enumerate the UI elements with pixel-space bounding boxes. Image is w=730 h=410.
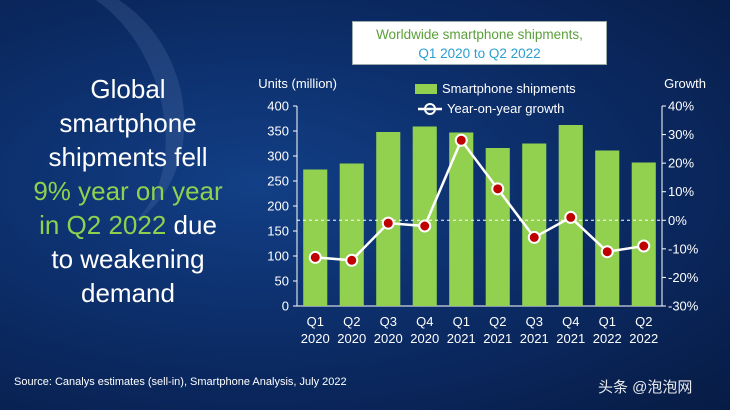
x-tick-label-quarter: Q1 xyxy=(453,314,470,329)
headline-highlight: 9% year on year xyxy=(33,176,223,206)
x-tick-label-year: 2021 xyxy=(447,331,476,346)
left-tick-label: 300 xyxy=(267,149,289,164)
headline-line: 9% year on year xyxy=(18,174,238,208)
x-tick-label-quarter: Q1 xyxy=(599,314,616,329)
x-tick-label-year: 2022 xyxy=(593,331,622,346)
left-tick-label: 100 xyxy=(267,249,289,264)
growth-point xyxy=(418,219,432,233)
growth-point xyxy=(564,210,578,224)
chart-title-box: Worldwide smartphone shipments, Q1 2020 … xyxy=(352,21,607,65)
x-tick-label-year: 2020 xyxy=(410,331,439,346)
legend-bar-swatch xyxy=(415,84,437,94)
left-tick-label: 150 xyxy=(267,224,289,239)
headline-line: to weakening xyxy=(51,244,205,274)
chart-title: Worldwide smartphone shipments, xyxy=(376,27,583,42)
growth-point xyxy=(637,239,651,253)
x-tick-label-quarter: Q2 xyxy=(489,314,506,329)
growth-point xyxy=(308,250,322,264)
right-tick-label: -20% xyxy=(668,270,699,285)
x-tick-label-quarter: Q2 xyxy=(635,314,652,329)
right-tick-label: 0% xyxy=(668,213,687,228)
x-tick-label-year: 2020 xyxy=(337,331,366,346)
headline-line: shipments fell xyxy=(48,142,208,172)
chart-subtitle: Q1 2020 to Q2 2022 xyxy=(418,46,541,61)
headline-line: in Q2 2022 due xyxy=(18,208,238,242)
x-tick-label-year: 2021 xyxy=(556,331,585,346)
left-tick-label: 0 xyxy=(282,299,289,314)
growth-point xyxy=(527,230,541,244)
left-tick-label: 200 xyxy=(267,199,289,214)
left-tick-label: 250 xyxy=(267,174,289,189)
right-tick-label: 20% xyxy=(668,156,694,171)
right-tick-label: 10% xyxy=(668,184,694,199)
left-axis-title: Units (million) xyxy=(258,76,337,91)
left-tick-label: 50 xyxy=(275,274,289,289)
growth-point xyxy=(345,253,359,267)
right-tick-label: -10% xyxy=(668,241,699,256)
right-tick-label: 40% xyxy=(668,99,694,114)
left-tick-label: 350 xyxy=(267,124,289,139)
bar xyxy=(412,126,437,306)
bar xyxy=(631,162,656,306)
x-tick-label-year: 2022 xyxy=(629,331,658,346)
growth-point xyxy=(454,133,468,147)
headline-text: due xyxy=(166,210,217,240)
x-tick-label-year: 2021 xyxy=(520,331,549,346)
legend-line-marker xyxy=(424,103,436,115)
legend-line-label: Year-on-year growth xyxy=(447,101,564,116)
growth-point xyxy=(381,216,395,230)
x-tick-label-quarter: Q2 xyxy=(343,314,360,329)
growth-line xyxy=(315,137,644,262)
legend-bar-label: Smartphone shipments xyxy=(442,81,576,96)
headline-line: demand xyxy=(81,278,175,308)
x-tick-label-quarter: Q3 xyxy=(380,314,397,329)
right-tick-label: 30% xyxy=(668,127,694,142)
bar xyxy=(595,150,620,306)
x-tick-label-year: 2021 xyxy=(483,331,512,346)
headline: Global smartphone shipments fell 9% year… xyxy=(18,72,238,310)
x-tick-label-quarter: Q1 xyxy=(307,314,324,329)
x-tick-label-quarter: Q3 xyxy=(526,314,543,329)
headline-line: smartphone xyxy=(59,108,197,138)
growth-point xyxy=(491,182,505,196)
right-axis-title: Growth xyxy=(664,76,706,91)
left-tick-label: 400 xyxy=(267,99,289,114)
growth-point xyxy=(600,245,614,259)
right-tick-label: -30% xyxy=(668,299,699,314)
x-tick-label-quarter: Q4 xyxy=(562,314,579,329)
bar xyxy=(339,163,364,306)
x-tick-label-quarter: Q4 xyxy=(416,314,433,329)
headline-highlight: in Q2 2022 xyxy=(39,210,167,240)
bar xyxy=(303,169,328,306)
watermark: 头条 @泡泡网 xyxy=(598,379,693,396)
x-tick-label-year: 2020 xyxy=(374,331,403,346)
headline-line: Global xyxy=(90,74,166,104)
bar xyxy=(485,148,510,306)
x-tick-label-year: 2020 xyxy=(301,331,330,346)
source-note: Source: Canalys estimates (sell-in), Sma… xyxy=(14,376,347,388)
